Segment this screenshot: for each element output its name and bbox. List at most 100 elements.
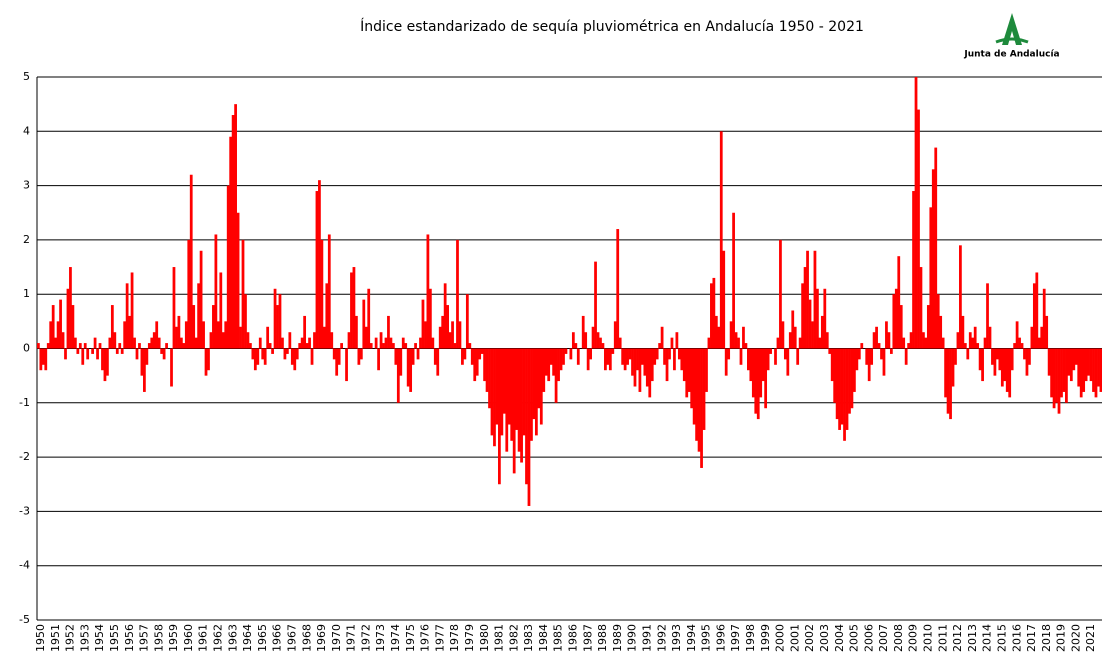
bar: [1057, 348, 1061, 414]
x-tick-label: 2018: [1040, 624, 1053, 652]
bar: [532, 348, 536, 420]
bar: [926, 305, 930, 349]
bar: [1092, 348, 1095, 392]
bar: [971, 337, 975, 349]
bar: [1013, 343, 1017, 349]
bar: [611, 348, 615, 354]
bar: [828, 348, 832, 354]
bar: [298, 343, 302, 349]
bar: [86, 348, 90, 360]
bar: [175, 326, 178, 349]
bar: [197, 283, 201, 349]
bar: [78, 343, 82, 349]
bar: [986, 283, 989, 349]
bar: [177, 315, 181, 349]
bar: [756, 348, 760, 420]
bar: [416, 348, 420, 360]
bar: [894, 288, 898, 349]
x-tick-label: 1969: [315, 624, 328, 652]
bar: [335, 348, 339, 376]
x-tick-label: 2016: [1010, 624, 1023, 652]
y-tick-label: -5: [19, 613, 30, 626]
x-tick-label: 2003: [818, 624, 831, 652]
bar: [882, 348, 886, 376]
bar: [606, 348, 610, 365]
bar: [1047, 348, 1051, 376]
bar: [749, 348, 753, 382]
bar: [840, 348, 844, 425]
bar: [983, 337, 987, 349]
bar: [438, 326, 442, 349]
bar: [944, 348, 947, 398]
bar: [66, 288, 70, 349]
x-tick-label: 2001: [788, 624, 801, 652]
bar: [872, 332, 876, 349]
bar: [448, 332, 452, 349]
bar: [729, 321, 733, 349]
bar: [76, 348, 80, 354]
bar: [811, 321, 814, 349]
bar: [936, 294, 940, 349]
bar: [490, 348, 494, 436]
bar: [1030, 326, 1034, 349]
bar: [638, 348, 642, 392]
bar: [719, 131, 723, 349]
bar: [404, 343, 408, 349]
bar: [1028, 348, 1031, 365]
bar: [157, 337, 161, 349]
bar: [904, 348, 908, 365]
bar: [387, 315, 390, 349]
bar: [596, 332, 600, 349]
bar: [81, 348, 85, 365]
bar: [288, 332, 292, 349]
y-tick-label: -1: [19, 396, 30, 409]
bar: [96, 348, 99, 360]
bar: [231, 115, 235, 349]
bar: [739, 348, 743, 365]
bar: [751, 348, 755, 398]
bar: [1077, 348, 1081, 387]
bar: [525, 348, 528, 485]
bar: [502, 348, 506, 414]
bar: [690, 348, 694, 409]
bar: [788, 332, 792, 349]
bar: [192, 305, 196, 349]
bar: [91, 348, 95, 354]
bar: [976, 343, 980, 349]
bar: [426, 234, 430, 349]
bar: [1052, 348, 1056, 409]
x-tick-label: 1992: [655, 624, 668, 652]
bar: [155, 321, 159, 349]
bar: [320, 239, 324, 349]
bar: [263, 348, 267, 365]
bar: [586, 348, 590, 371]
bar: [276, 305, 279, 349]
bar: [562, 348, 565, 365]
bar: [313, 332, 316, 349]
x-tick-label: 1958: [152, 624, 165, 652]
bar: [500, 348, 504, 436]
bar: [963, 343, 967, 349]
bar: [350, 272, 353, 349]
bar: [446, 305, 450, 349]
y-tick-label: 0: [23, 342, 30, 355]
bar: [49, 321, 53, 349]
bar: [850, 348, 854, 409]
bar: [853, 348, 856, 392]
y-tick-label: -4: [19, 559, 30, 572]
bar: [968, 332, 972, 349]
bar: [783, 348, 787, 360]
bar: [473, 348, 477, 382]
bar: [485, 348, 489, 392]
bar: [665, 348, 669, 382]
bar: [1079, 348, 1083, 398]
bar: [682, 348, 686, 382]
x-tick-label: 1986: [567, 624, 580, 652]
bar: [843, 348, 846, 441]
bar: [483, 348, 486, 382]
bar: [128, 315, 131, 349]
bar: [182, 343, 186, 349]
bar: [552, 348, 556, 376]
bar: [636, 348, 639, 371]
bar: [1042, 288, 1046, 349]
